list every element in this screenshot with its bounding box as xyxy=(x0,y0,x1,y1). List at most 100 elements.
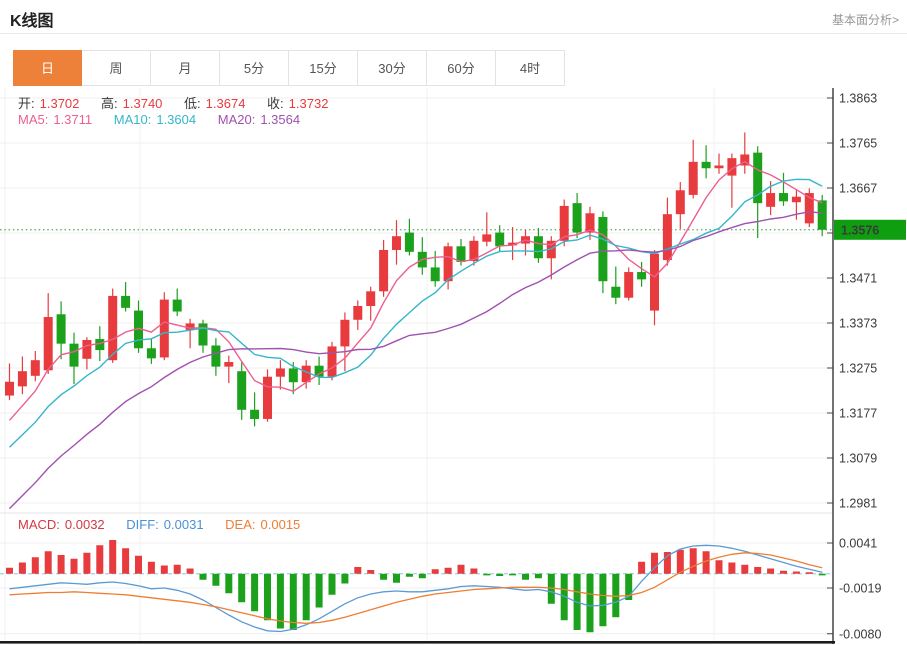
tab-月[interactable]: 月 xyxy=(151,50,220,86)
candle xyxy=(611,266,621,305)
candle-body xyxy=(740,154,750,166)
timeframe-tabs: 日周月 5分 15分 30分 60分 4时 xyxy=(13,50,565,86)
macd-histogram xyxy=(6,540,826,633)
macd-bar xyxy=(767,568,775,574)
diff-label: DIFF: xyxy=(126,517,159,532)
candle xyxy=(159,292,169,361)
axis-label: 1.3275 xyxy=(839,362,877,376)
axis-label: 1.2981 xyxy=(839,497,877,511)
candle-body xyxy=(340,319,350,347)
high-value: 1.3740 xyxy=(122,96,163,111)
tab-60分[interactable]: 60分 xyxy=(427,50,496,86)
open-value: 1.3702 xyxy=(39,96,80,111)
candle xyxy=(327,341,337,381)
macd-bar xyxy=(354,567,362,574)
axis-label: -0.0080 xyxy=(839,627,881,641)
diff-value: 0.0031 xyxy=(163,517,204,532)
candle xyxy=(701,145,711,179)
macd-bar xyxy=(522,573,529,580)
macd-bar xyxy=(199,573,207,580)
candle-body xyxy=(817,200,827,230)
macd-bar xyxy=(109,540,117,574)
candle xyxy=(443,242,453,290)
close-value: 1.3732 xyxy=(288,96,329,111)
candle xyxy=(650,249,659,326)
candle-body xyxy=(366,291,376,307)
macd-label: MACD: xyxy=(18,517,60,532)
macd-bar xyxy=(754,567,762,574)
ma5-line xyxy=(8,160,823,421)
macd-bar xyxy=(264,573,271,621)
axis-label: 1.3079 xyxy=(839,452,877,466)
macd-bar xyxy=(186,568,194,574)
macd-bar xyxy=(251,573,259,612)
candle-body xyxy=(727,158,737,176)
candle xyxy=(17,356,27,395)
candle-body xyxy=(392,236,401,250)
tab-5分[interactable]: 5分 xyxy=(220,50,289,86)
candle-body xyxy=(585,213,595,233)
candle-body xyxy=(275,368,285,377)
candle-body xyxy=(753,152,763,204)
candle-body xyxy=(250,409,260,419)
axis-label: 1.3177 xyxy=(839,407,877,421)
candle-body xyxy=(30,360,40,376)
candle-body xyxy=(469,240,479,262)
candle xyxy=(43,293,53,374)
candle-body xyxy=(237,371,247,410)
candle xyxy=(662,197,672,266)
candle-body xyxy=(572,203,582,233)
candle-body xyxy=(108,295,118,361)
ma10-label: MA10: xyxy=(113,112,152,127)
macd-bar xyxy=(70,558,78,574)
candle xyxy=(340,312,350,372)
candle-body xyxy=(766,193,776,207)
macd-bar xyxy=(689,548,697,574)
macd-legend: MACD: 0.0032 DIFF: 0.0031 DEA: 0.0015 xyxy=(18,517,305,532)
candle xyxy=(237,361,247,420)
candle-body xyxy=(804,193,814,224)
candle-body xyxy=(688,161,698,195)
macd-bar xyxy=(393,573,400,583)
candle xyxy=(727,153,737,208)
candle xyxy=(688,139,698,199)
candle xyxy=(185,318,195,349)
macd-bar xyxy=(509,573,517,576)
macd-bar xyxy=(380,573,388,580)
macd-bar xyxy=(547,573,555,604)
candle xyxy=(172,288,182,317)
candle-body xyxy=(95,339,105,351)
axis-label: 1.3863 xyxy=(839,92,877,106)
macd-bar xyxy=(418,573,426,579)
macd-bar xyxy=(818,573,826,576)
macd-bar xyxy=(780,570,787,574)
macd-bar xyxy=(238,573,246,603)
candle xyxy=(275,360,285,390)
low-value: 1.3674 xyxy=(205,96,246,111)
macd-bar xyxy=(625,573,633,600)
candle-body xyxy=(637,272,647,280)
tab-周[interactable]: 周 xyxy=(82,50,151,86)
candle xyxy=(250,392,260,427)
fundamental-analysis-link[interactable]: 基本面分析> xyxy=(831,13,899,27)
candle xyxy=(417,237,427,275)
candle-body xyxy=(714,165,724,169)
candle xyxy=(366,286,376,321)
tab-日[interactable]: 日 xyxy=(13,50,82,86)
candle-body xyxy=(198,323,208,346)
tab-15分[interactable]: 15分 xyxy=(289,50,358,86)
candle-body xyxy=(791,196,801,203)
candle-body xyxy=(675,190,685,215)
macd-bar xyxy=(96,545,104,574)
dea-value: 0.0015 xyxy=(260,517,301,532)
macd-bar xyxy=(44,551,52,574)
candle-body xyxy=(779,193,788,202)
tab-30分[interactable]: 30分 xyxy=(358,50,427,86)
candle-body xyxy=(650,253,659,311)
macd-bar xyxy=(483,573,491,576)
candle-body xyxy=(327,346,337,377)
candle-body xyxy=(185,323,195,330)
tab-4时[interactable]: 4时 xyxy=(496,50,565,86)
candle xyxy=(508,227,518,261)
